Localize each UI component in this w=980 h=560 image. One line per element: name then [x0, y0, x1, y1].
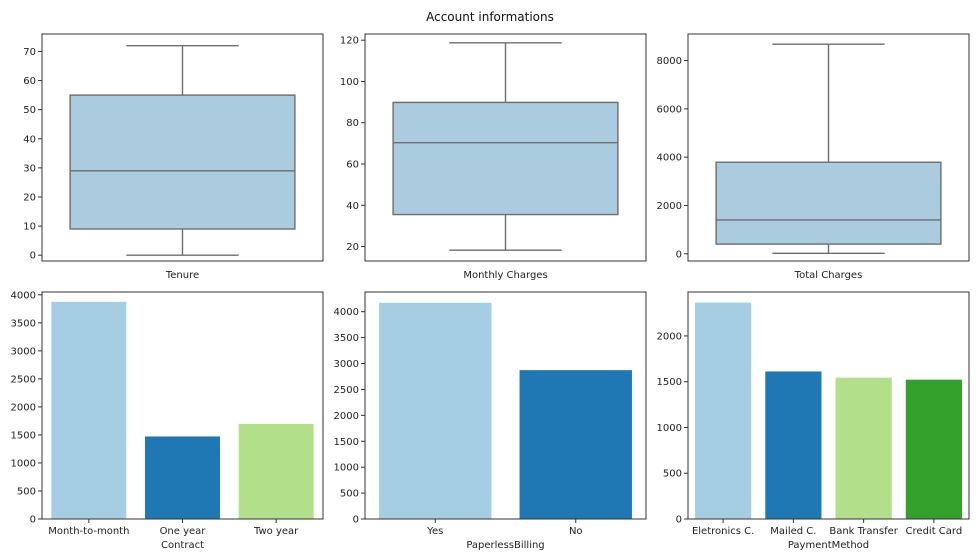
x-axis-label: Tenure: [165, 270, 199, 281]
x-axis-label: PaperlessBilling: [466, 540, 544, 551]
x-axis-label: Total Charges: [794, 270, 863, 281]
y-tick-label: 1000: [334, 463, 359, 474]
box-iqr: [715, 161, 942, 245]
subplots: 0 10 20 30 40 50 60 70 Tenure 20 40 60 80 100 120 Month…: [11, 33, 970, 551]
subplot-3: 0 2000 4000 6000 8000 Total Charges: [657, 33, 970, 281]
y-tick-label: 60: [346, 160, 359, 171]
axes-frame: [687, 33, 970, 262]
bar-2: [238, 423, 314, 519]
bar-1: [145, 436, 220, 519]
axes-frame: [687, 291, 970, 520]
x-tick-label: Two year: [253, 526, 299, 537]
bar-0: [695, 302, 752, 519]
y-tick-label: 0: [30, 515, 36, 526]
y-tick-label: 40: [346, 201, 359, 212]
y-tick-label: 0: [676, 515, 682, 526]
y-tick-label: 0: [30, 251, 36, 262]
subplot-6: 0 500 1000 1500 2000 Eletronics C. Mailed C. Ba…: [657, 291, 970, 551]
y-tick-label: 3500: [334, 333, 359, 344]
y-tick-label: 2500: [11, 374, 36, 385]
y-tick-label: 1500: [11, 430, 36, 441]
y-tick-label: 6000: [657, 104, 682, 115]
y-tick-label: 50: [23, 105, 36, 116]
y-tick-label: 20: [23, 192, 36, 203]
y-tick-label: 2500: [334, 385, 359, 396]
y-tick-label: 2000: [657, 201, 682, 212]
y-tick-label: 1000: [11, 458, 36, 469]
x-tick-label: Month-to-month: [48, 526, 129, 537]
subplot-4: 0 500 1000 1500 2000 2500 3000 3500 4000 Month-to…: [11, 290, 324, 551]
y-tick-label: 120: [340, 36, 359, 47]
axes-frame: [364, 33, 647, 262]
box-iqr: [392, 101, 619, 216]
x-tick-label: Eletronics C.: [692, 526, 754, 537]
y-tick-label: 10: [23, 222, 36, 233]
y-tick-label: 0: [676, 249, 682, 260]
y-tick-label: 20: [346, 242, 359, 253]
x-tick-label: Bank Transfer: [829, 526, 898, 537]
subplot-2: 20 40 60 80 100 120 Monthly Charges: [340, 33, 647, 281]
x-axis-label: Contract: [161, 540, 204, 551]
figure-title: Account informations: [426, 10, 554, 24]
bar-1: [519, 370, 632, 519]
x-tick-label: No: [569, 526, 583, 537]
x-axis-label: Monthly Charges: [463, 270, 547, 281]
y-tick-label: 1500: [334, 437, 359, 448]
box-iqr: [69, 94, 296, 230]
y-tick-label: 8000: [657, 56, 682, 67]
y-tick-label: 70: [23, 47, 36, 58]
x-tick-label: Credit Card: [906, 526, 963, 537]
x-tick-label: Mailed C.: [770, 526, 816, 537]
y-tick-label: 2000: [657, 331, 682, 342]
y-tick-label: 0: [353, 515, 359, 526]
y-tick-label: 40: [23, 134, 36, 145]
y-tick-label: 3000: [334, 359, 359, 370]
y-tick-label: 4000: [657, 153, 682, 164]
y-tick-label: 500: [663, 469, 682, 480]
y-tick-label: 3000: [11, 346, 36, 357]
y-tick-label: 100: [340, 77, 359, 88]
axes-frame: [364, 291, 647, 520]
y-tick-label: 30: [23, 163, 36, 174]
y-tick-label: 3500: [11, 318, 36, 329]
x-axis-label: PaymentMethod: [788, 540, 869, 551]
y-tick-label: 500: [17, 486, 36, 497]
y-tick-label: 1500: [657, 377, 682, 388]
y-tick-label: 80: [346, 118, 359, 129]
bar-1: [765, 371, 822, 519]
subplot-1: 0 10 20 30 40 50 60 70 Tenure: [23, 33, 324, 281]
bar-0: [51, 301, 127, 519]
bar-3: [905, 379, 962, 519]
y-tick-label: 4000: [11, 290, 36, 301]
y-tick-label: 500: [340, 489, 359, 500]
axes-frame: [41, 33, 324, 262]
axes-frame: [41, 291, 324, 520]
x-tick-label: One year: [160, 526, 207, 537]
x-tick-label: Yes: [426, 526, 443, 537]
y-tick-label: 2000: [11, 402, 36, 413]
bar-0: [379, 302, 492, 519]
y-tick-label: 1000: [657, 423, 682, 434]
y-tick-label: 4000: [334, 307, 359, 318]
y-tick-label: 60: [23, 76, 36, 87]
bar-2: [835, 377, 892, 519]
y-tick-label: 2000: [334, 411, 359, 422]
subplot-5: 0 500 1000 1500 2000 2500 3000 3500 4000 Yes No Pap…: [334, 291, 647, 551]
